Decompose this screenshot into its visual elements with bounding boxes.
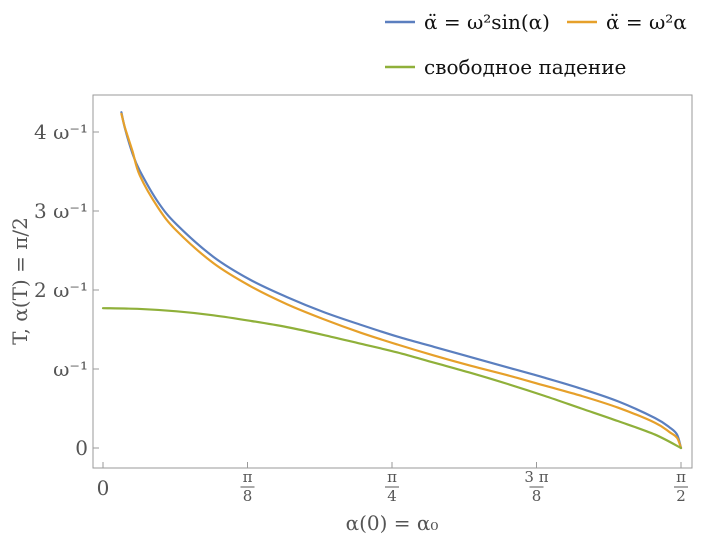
legend-label-sin: α̈ = ω²sin(α) (424, 10, 550, 34)
x-axis-label: α(0) = α₀ (346, 511, 439, 535)
series-line-freefall (101, 307, 683, 450)
legend-label-freefall: свободное падение (424, 55, 626, 79)
x-tick-numerator: π (243, 468, 253, 486)
y-tick-label: 0 (75, 436, 88, 460)
x-tick-denominator: 8 (243, 487, 253, 505)
x-tick-denominator: 8 (532, 487, 542, 505)
x-tick-denominator: 2 (676, 487, 686, 505)
x-tick-numerator: π (676, 468, 686, 486)
y-tick-label: 3 ω⁻¹ (34, 199, 88, 223)
series-line-sin (120, 111, 683, 450)
plot-frame (92, 94, 693, 469)
y-tick-label: ω⁻¹ (53, 357, 88, 381)
x-tick-numerator: π (387, 468, 397, 486)
x-tick-label: 0 (97, 476, 110, 500)
y-axis-label: T, α(T) = π/2 (8, 217, 32, 345)
series-line-linear (120, 112, 683, 450)
y-tick-label: 2 ω⁻¹ (34, 278, 88, 302)
y-axis-ticks: 0 ω⁻¹ 2 ω⁻¹ 3 ω⁻¹ 4 ω⁻¹ (34, 120, 99, 460)
y-tick-label: 4 ω⁻¹ (34, 120, 88, 144)
x-tick-denominator: 4 (387, 487, 397, 505)
legend: α̈ = ω²sin(α) α̈ = ω²α свободное падение (385, 10, 687, 79)
series-lines (101, 111, 683, 450)
x-tick-numerator: 3 π (524, 468, 548, 486)
legend-label-linear: α̈ = ω²α (606, 10, 687, 34)
